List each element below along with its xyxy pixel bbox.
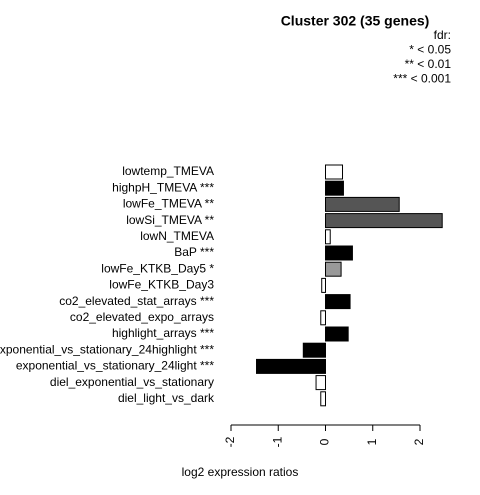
- bar: [325, 213, 443, 229]
- bar: [325, 164, 344, 180]
- category-label: co2_elevated_expo_arrays: [70, 310, 214, 324]
- x-tick-label: -2: [223, 436, 237, 447]
- bar: [302, 342, 327, 358]
- bar: [321, 277, 327, 293]
- legend-line: ** < 0.01: [405, 57, 452, 71]
- x-axis-label: log2 expression ratios: [182, 465, 299, 479]
- legend-line: *** < 0.001: [393, 72, 451, 86]
- category-label: lowFe_KTKB_Day3: [109, 278, 214, 292]
- category-label: exponential_vs_stationary_24highlight **…: [0, 342, 214, 356]
- category-label: exponential_vs_stationary_24light ***: [16, 359, 214, 373]
- x-tick-label: -1: [270, 436, 284, 447]
- category-label: highlight_arrays ***: [112, 326, 214, 340]
- category-label: highpH_TMEVA ***: [112, 180, 214, 194]
- category-label: diel_exponential_vs_stationary: [50, 375, 214, 389]
- bar: [325, 229, 331, 245]
- bar: [320, 391, 326, 407]
- legend-line: * < 0.05: [409, 43, 451, 57]
- category-label: co2_elevated_stat_arrays ***: [59, 294, 214, 308]
- bar: [325, 180, 344, 196]
- category-label: lowFe_KTKB_Day5 *: [101, 261, 214, 275]
- category-label: lowSi_TMEVA **: [126, 213, 214, 227]
- x-tick-label: 1: [365, 438, 379, 445]
- bar: [325, 261, 342, 277]
- bar: [325, 196, 400, 212]
- category-label: lowN_TMEVA: [140, 229, 214, 243]
- bar: [325, 245, 353, 261]
- x-tick-label: 2: [412, 438, 426, 445]
- category-label: lowtemp_TMEVA: [122, 164, 214, 178]
- bar: [256, 358, 327, 374]
- category-label: diel_light_vs_dark: [118, 391, 215, 405]
- category-label: BaP ***: [174, 245, 214, 259]
- chart-title: Cluster 302 (35 genes): [281, 13, 430, 29]
- bar: [320, 310, 326, 326]
- bar: [315, 375, 326, 391]
- bar: [325, 294, 351, 310]
- bar: [325, 326, 349, 342]
- category-label: lowFe_TMEVA **: [123, 197, 214, 211]
- legend-line: fdr:: [434, 28, 451, 42]
- x-tick-label: 0: [318, 438, 332, 445]
